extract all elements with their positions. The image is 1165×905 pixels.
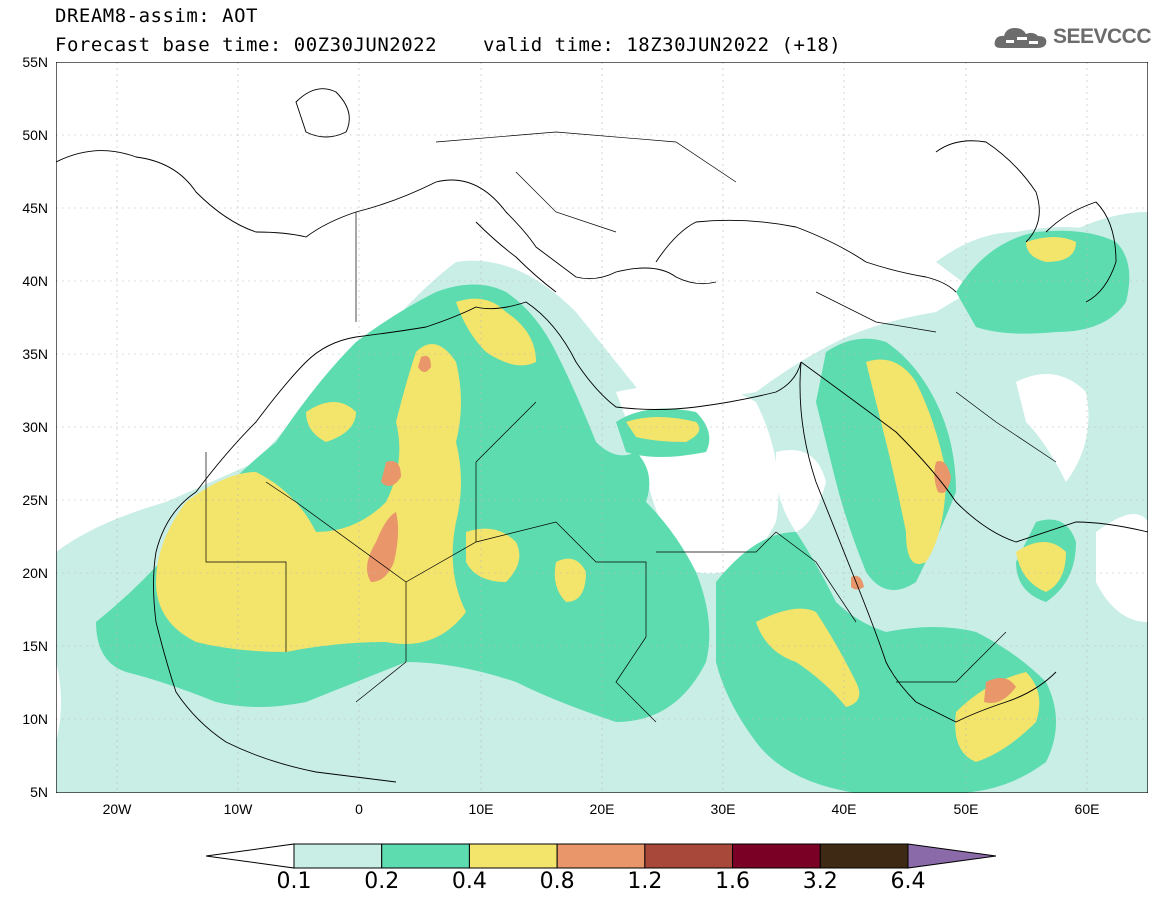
lon-label: 40E — [831, 801, 857, 817]
colorbar-cell — [907, 843, 996, 869]
colorbar-cell — [732, 843, 821, 869]
lat-label: 25N — [22, 492, 48, 508]
lat-lon-grid — [56, 62, 1148, 793]
lat-label: 10N — [22, 711, 48, 727]
lat-label: 5N — [30, 784, 48, 800]
colorbar-label: 1.6 — [715, 869, 751, 894]
lon-label: 20W — [102, 801, 132, 817]
forecast-times: Forecast base time: 00Z30JUN2022 valid ti… — [55, 35, 841, 55]
colorbar — [206, 843, 996, 869]
lon-label: 30E — [710, 801, 736, 817]
coastlines — [56, 88, 1148, 783]
colorbar-label: 0.4 — [451, 869, 487, 894]
colorbar-label: 0.8 — [539, 869, 575, 894]
base-time: Forecast base time: 00Z30JUN2022 — [55, 34, 438, 56]
country-borders — [205, 131, 1057, 723]
lon-label: 20E — [589, 801, 615, 817]
lat-label: 45N — [22, 200, 48, 216]
aot-level-0.8 — [367, 355, 1016, 703]
colorbar-cell — [556, 843, 646, 869]
colorbar-label: 3.2 — [802, 869, 838, 894]
colorbar-cell — [293, 843, 383, 869]
aot-map — [56, 62, 1148, 793]
lat-label: 30N — [22, 419, 48, 435]
colorbar-cell — [819, 843, 909, 869]
logo-text: SEEVCCC — [1052, 25, 1152, 48]
colorbar-cell — [468, 843, 558, 869]
colorbar-label: 1.2 — [627, 869, 663, 894]
lat-label: 50N — [22, 127, 48, 143]
aot-level-0.4 — [156, 237, 1076, 762]
lon-label: 10E — [468, 801, 494, 817]
colorbar-label: 6.4 — [890, 869, 926, 894]
colorbar-label: 0.2 — [364, 869, 400, 894]
lon-label: 60E — [1074, 801, 1100, 817]
colorbar-cell — [381, 843, 470, 869]
cloud-icon — [994, 28, 1047, 48]
lon-label: 0 — [355, 801, 363, 817]
lat-label: 15N — [22, 638, 48, 654]
colorbar-label: 0.1 — [276, 869, 312, 894]
colorbar-cell — [206, 843, 295, 869]
lat-label: 20N — [22, 565, 48, 581]
lat-label: 55N — [22, 54, 48, 70]
lon-label: 50E — [953, 801, 979, 817]
lat-label: 35N — [22, 346, 48, 362]
seevccc-logo: SEEVCCC — [993, 22, 1152, 52]
colorbar-cell — [644, 843, 734, 869]
lat-label: 40N — [22, 273, 48, 289]
valid-time: valid time: 18Z30JUN2022 (+18) — [483, 34, 842, 56]
map-title: DREAM8-assim: AOT — [55, 5, 258, 27]
lon-label: 10W — [223, 801, 253, 817]
